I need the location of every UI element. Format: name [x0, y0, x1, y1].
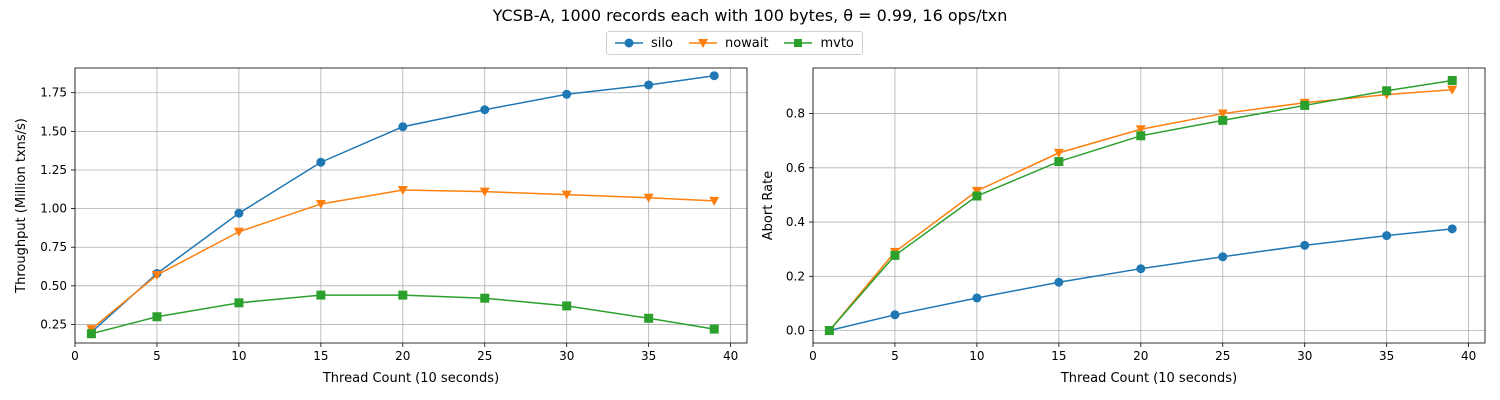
y-tick-label: 1.25	[40, 163, 67, 177]
series-mvto	[86, 290, 719, 339]
data-point-mvto	[316, 290, 326, 300]
data-point-mvto	[1136, 131, 1146, 141]
x-tick-label: 15	[1051, 349, 1066, 363]
x-tick-label: 25	[1215, 349, 1230, 363]
legend-item-silo: silo	[615, 36, 673, 51]
data-point-nowait	[151, 271, 162, 281]
data-point-mvto	[1382, 86, 1392, 96]
legend-swatch-mvto	[784, 39, 813, 47]
data-point-mvto	[1447, 75, 1457, 85]
data-point-mvto	[152, 312, 162, 322]
plot-frame	[812, 67, 1486, 344]
figure-suptitle: YCSB-A, 1000 records each with 100 bytes…	[492, 6, 1008, 25]
data-point-silo	[316, 157, 326, 167]
data-point-silo	[480, 105, 490, 115]
data-point-silo	[1054, 277, 1064, 287]
series-nowait	[86, 186, 720, 335]
data-point-nowait	[315, 199, 326, 209]
legend-label-nowait: nowait	[724, 35, 769, 51]
x-tick-label: 20	[395, 349, 410, 363]
data-point-silo	[562, 89, 572, 99]
data-point-nowait	[709, 196, 720, 206]
chart-throughput: 0 5 10 15 20 25 30 35 40 0.25 0.50 0.75 1.00 1.25 1.50…	[14, 67, 748, 386]
y-tick-label: 1.50	[40, 124, 67, 138]
y-axis-label: Abort Rate	[761, 171, 776, 240]
data-point-nowait	[561, 190, 572, 200]
data-point-nowait	[971, 186, 982, 196]
data-point-mvto	[644, 313, 654, 323]
y-tick-label: 0.25	[40, 317, 67, 331]
data-point-mvto	[972, 191, 982, 201]
x-tick-label: 5	[891, 349, 899, 363]
data-point-nowait	[643, 193, 654, 203]
x-tick-label: 10	[231, 349, 246, 363]
legend-label-silo: silo	[651, 35, 673, 51]
x-tick-label: 30	[1297, 349, 1312, 363]
data-point-silo	[398, 122, 408, 132]
plot-frame	[74, 67, 748, 344]
data-point-nowait	[1447, 85, 1458, 95]
data-point-nowait	[233, 227, 244, 237]
y-tick-label: 0.8	[786, 107, 805, 121]
data-point-mvto	[398, 290, 408, 300]
data-point-mvto	[1300, 100, 1310, 110]
data-point-silo	[644, 80, 654, 90]
data-point-mvto	[86, 329, 96, 339]
data-point-mvto	[234, 298, 244, 308]
legend-item-mvto: mvto	[784, 35, 854, 51]
legend-item-nowait: nowait	[688, 35, 769, 51]
data-point-mvto	[1054, 157, 1064, 167]
x-tick-label: 20	[1133, 349, 1148, 363]
y-tick-label: 1.75	[40, 86, 67, 100]
data-point-silo	[1447, 224, 1457, 234]
chart-abort-rate: 0 5 10 15 20 25 30 35 40 0.0 0.2 0.4 0.6 0.8 Thread Co…	[761, 67, 1486, 386]
x-tick-label: 40	[1461, 349, 1476, 363]
x-tick-label: 0	[71, 349, 79, 363]
x-tick-label: 15	[313, 349, 328, 363]
x-tick-label: 10	[969, 349, 984, 363]
data-point-silo	[1382, 231, 1392, 241]
data-point-silo	[1136, 264, 1146, 274]
data-point-nowait	[1135, 125, 1146, 135]
x-axis-label: Thread Count (10 seconds)	[1060, 371, 1237, 386]
data-point-nowait	[1217, 109, 1228, 119]
series-mvto	[824, 75, 1457, 336]
y-tick-label: 0.6	[786, 161, 805, 175]
y-tick-label: 1.00	[40, 202, 67, 216]
y-tick-label: 0.2	[786, 269, 805, 283]
legend: silo nowait mvto	[606, 31, 863, 55]
x-tick-label: 0	[809, 349, 817, 363]
data-point-nowait	[1053, 148, 1064, 158]
data-point-silo	[1300, 240, 1310, 250]
x-tick-label: 25	[477, 349, 492, 363]
data-point-silo	[890, 310, 900, 320]
data-point-silo	[972, 293, 982, 303]
data-point-nowait	[397, 186, 408, 196]
data-point-mvto	[562, 301, 572, 311]
legend-swatch-nowait	[688, 39, 717, 48]
y-tick-label: 0.75	[40, 240, 67, 254]
y-axis-label: Throughput (Million txns/s)	[14, 118, 29, 294]
x-tick-label: 40	[723, 349, 738, 363]
legend-label-mvto: mvto	[820, 35, 854, 51]
x-tick-label: 35	[1379, 349, 1394, 363]
data-point-nowait	[479, 187, 490, 197]
data-point-mvto	[890, 250, 900, 260]
y-tick-label: 0.50	[40, 279, 67, 293]
data-point-mvto	[480, 293, 490, 303]
x-tick-label: 30	[559, 349, 574, 363]
data-point-mvto	[824, 326, 834, 336]
data-point-silo	[709, 71, 719, 81]
x-tick-label: 35	[641, 349, 656, 363]
data-point-mvto	[709, 324, 719, 334]
data-point-silo	[234, 208, 244, 218]
data-point-mvto	[1218, 115, 1228, 125]
data-point-silo	[1218, 252, 1228, 262]
x-axis-label: Thread Count (10 seconds)	[322, 371, 499, 386]
y-tick-label: 0.0	[786, 324, 805, 338]
legend-swatch-silo	[615, 38, 643, 48]
y-tick-label: 0.4	[786, 215, 805, 229]
x-tick-label: 5	[153, 349, 161, 363]
